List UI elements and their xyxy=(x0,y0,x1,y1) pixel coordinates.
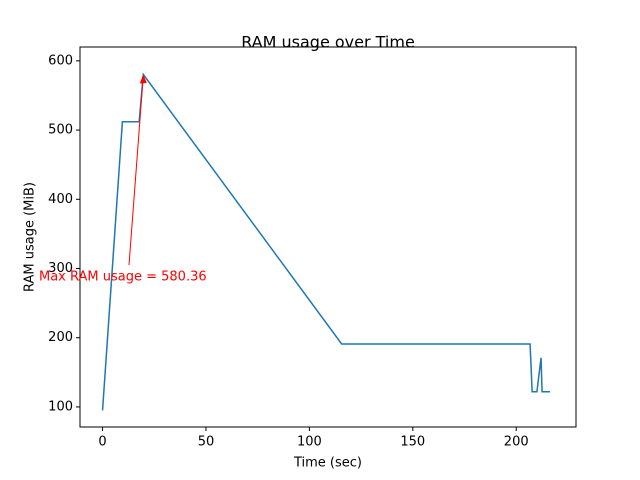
y-tick-label: 600 xyxy=(48,53,73,68)
y-axis-label: RAM usage (MiB) xyxy=(23,182,38,292)
data-line xyxy=(101,72,550,411)
y-tick-label: 400 xyxy=(48,192,73,207)
annotation-arrowhead xyxy=(139,74,147,84)
x-axis-label: Time (sec) xyxy=(293,456,362,471)
y-tick-label: 500 xyxy=(48,123,73,138)
y-tick-label: 200 xyxy=(48,330,73,345)
x-tick-label: 150 xyxy=(400,435,425,450)
annotation-arrow xyxy=(128,75,144,266)
chart-title: RAM usage over Time xyxy=(241,33,415,52)
x-tick-label: 200 xyxy=(504,435,529,450)
x-tick-label: 50 xyxy=(198,435,215,450)
x-tick-label: 100 xyxy=(297,435,322,450)
x-tick-label: 0 xyxy=(98,435,106,450)
plot-frame xyxy=(79,46,577,428)
annotation-text: Max RAM usage = 580.36 xyxy=(39,270,207,285)
y-tick-label: 100 xyxy=(48,399,73,414)
y-tick-label: 300 xyxy=(48,261,73,276)
